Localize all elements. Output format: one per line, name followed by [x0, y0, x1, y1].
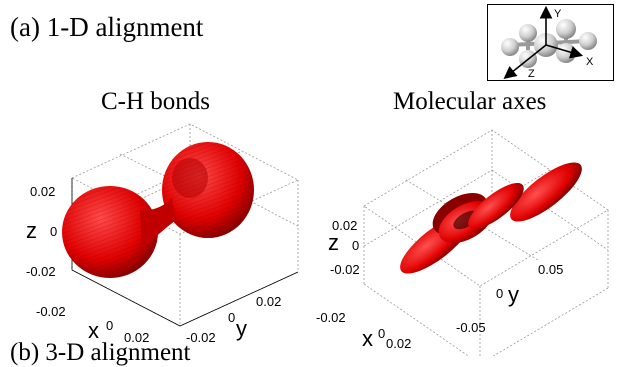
- z-tick: 0.02: [332, 218, 357, 233]
- inset-x-label: X: [586, 56, 594, 68]
- z-axis-label: z: [26, 218, 37, 243]
- molecular-axes-title: Molecular axes: [393, 88, 547, 115]
- inset-y-label: Y: [554, 8, 562, 20]
- atom-ball: [519, 24, 537, 42]
- atom-ball: [579, 32, 597, 50]
- ch-bonds-title: C-H bonds: [101, 88, 211, 115]
- z-tick: 0: [352, 238, 359, 253]
- x-axis-label: x: [362, 326, 373, 351]
- x-tick: 0.02: [386, 336, 411, 351]
- z-tick: 0: [50, 224, 57, 239]
- z-axis-arrow: [503, 44, 547, 79]
- x-tick: 0: [378, 326, 385, 341]
- x-tick: 0.02: [124, 330, 149, 345]
- y-tick: 0: [496, 286, 503, 301]
- z-tick: -0.02: [26, 264, 56, 279]
- y-tick: 0: [228, 310, 235, 325]
- molecule-ball-and-stick-icon: Y X Z: [501, 5, 597, 80]
- atom-ball: [556, 19, 576, 39]
- lobe-waist: [140, 198, 176, 250]
- x-tick: -0.02: [36, 304, 66, 319]
- z-tick: 0.02: [30, 184, 55, 199]
- molecular-axes-3d-plot: 0.02 0 -0.02 -0.02 0 0.02 -0.05 0 0.05 z…: [316, 129, 609, 356]
- x-tick: 0: [106, 318, 113, 333]
- molecule-inset: Y X Z: [487, 4, 614, 81]
- x-axis-label: x: [88, 318, 99, 343]
- y-tick: 0.02: [256, 294, 281, 309]
- x-axis-arrow: [545, 44, 584, 59]
- y-tick: -0.05: [456, 320, 486, 335]
- y-axis-label: y: [236, 316, 247, 341]
- y-tick: 0.05: [538, 262, 563, 277]
- y-tick: -0.02: [186, 330, 216, 345]
- z-axis-label: z: [328, 230, 339, 255]
- atom-ball: [501, 38, 519, 56]
- ch-bonds-3d-plot: 0.02 0 -0.02 -0.02 0 0.02 -0.02 0 0.02 z…: [26, 123, 299, 345]
- z-tick: -0.02: [330, 262, 360, 277]
- inset-z-label: Z: [528, 68, 535, 80]
- panel-a-label: (a) 1-D alignment: [10, 12, 204, 42]
- lobe-upper: [510, 162, 582, 222]
- y-axis-label: y: [508, 282, 519, 307]
- x-tick: -0.02: [316, 310, 346, 325]
